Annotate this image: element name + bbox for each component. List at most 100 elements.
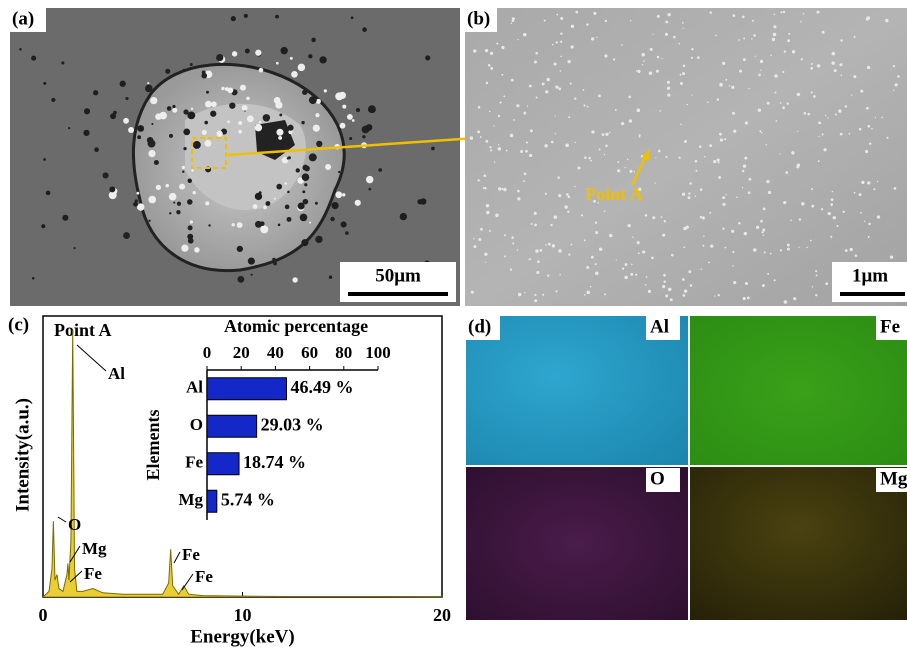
speck — [803, 13, 805, 15]
speck — [206, 91, 209, 94]
speck — [177, 202, 181, 206]
speck — [347, 114, 353, 120]
speck — [710, 11, 712, 13]
speck — [671, 254, 674, 257]
speck — [731, 230, 734, 233]
speck — [366, 124, 373, 131]
speck — [304, 183, 307, 186]
speck — [646, 276, 648, 278]
speck — [700, 216, 702, 218]
speck — [783, 11, 785, 13]
speck — [542, 294, 544, 296]
speck — [43, 158, 46, 161]
speck — [473, 238, 474, 239]
speck — [682, 294, 685, 297]
speck — [877, 215, 880, 218]
speck — [147, 82, 149, 84]
speck — [148, 140, 156, 148]
speck — [547, 275, 549, 277]
speck — [718, 294, 720, 296]
speck — [709, 212, 711, 214]
speck — [667, 81, 670, 84]
speck — [796, 166, 799, 169]
speck — [298, 202, 305, 209]
speck — [368, 188, 371, 191]
speck — [558, 249, 561, 252]
speck — [190, 63, 193, 66]
speck — [718, 176, 721, 179]
speck — [227, 120, 230, 123]
speck — [46, 191, 51, 196]
speck — [657, 56, 660, 59]
speck — [280, 146, 284, 150]
speck — [708, 262, 710, 264]
map-label: Mg — [880, 468, 907, 489]
speck — [774, 74, 778, 78]
value-label: 46.49 % — [290, 377, 353, 397]
speck — [221, 87, 224, 90]
speck — [709, 144, 712, 147]
speck — [656, 70, 659, 73]
speck — [788, 33, 790, 35]
speck — [425, 55, 430, 60]
speck — [205, 101, 212, 108]
speck — [816, 11, 819, 14]
speck — [832, 52, 836, 56]
peak-label: Mg — [82, 539, 107, 558]
speck — [205, 140, 212, 147]
speck — [545, 90, 548, 93]
speck — [473, 49, 476, 52]
speck — [568, 116, 570, 118]
speck — [840, 75, 842, 77]
speck — [540, 249, 543, 252]
speck — [628, 96, 631, 99]
speck — [885, 19, 888, 22]
speck — [584, 294, 586, 296]
speck — [503, 95, 505, 97]
speck — [893, 90, 894, 91]
speck — [245, 49, 250, 54]
speck — [617, 161, 619, 163]
speck — [557, 176, 559, 178]
speck — [842, 211, 844, 213]
speck — [275, 15, 279, 19]
speck — [309, 222, 311, 224]
speck — [673, 36, 676, 39]
speck — [208, 224, 210, 226]
speck — [590, 286, 592, 288]
speck — [169, 134, 173, 138]
speck — [242, 105, 248, 111]
peak-label: Fe — [84, 564, 102, 583]
speck — [815, 294, 817, 296]
speck — [770, 55, 772, 57]
speck — [854, 192, 856, 194]
speck — [662, 285, 665, 288]
speck — [93, 90, 98, 95]
speck — [263, 206, 267, 210]
x-tick-label: 0 — [39, 605, 48, 625]
speck — [340, 123, 346, 129]
speck — [720, 138, 723, 141]
speck — [806, 247, 808, 249]
speck — [309, 96, 317, 104]
speck — [123, 232, 130, 239]
speck — [584, 239, 586, 241]
speck — [287, 217, 292, 222]
speck — [109, 186, 115, 192]
speck — [764, 251, 766, 253]
speck — [828, 212, 831, 215]
speck — [345, 231, 349, 235]
speck — [729, 85, 731, 87]
value-label: 5.74 % — [221, 489, 275, 509]
speck — [695, 160, 698, 163]
speck — [150, 97, 157, 104]
speck — [652, 34, 653, 35]
speck — [504, 234, 506, 236]
speck — [485, 262, 486, 263]
speck — [758, 109, 761, 112]
speck — [287, 191, 290, 194]
speck — [173, 202, 175, 204]
speck — [591, 130, 594, 133]
speck — [148, 150, 155, 157]
speck — [273, 262, 277, 266]
